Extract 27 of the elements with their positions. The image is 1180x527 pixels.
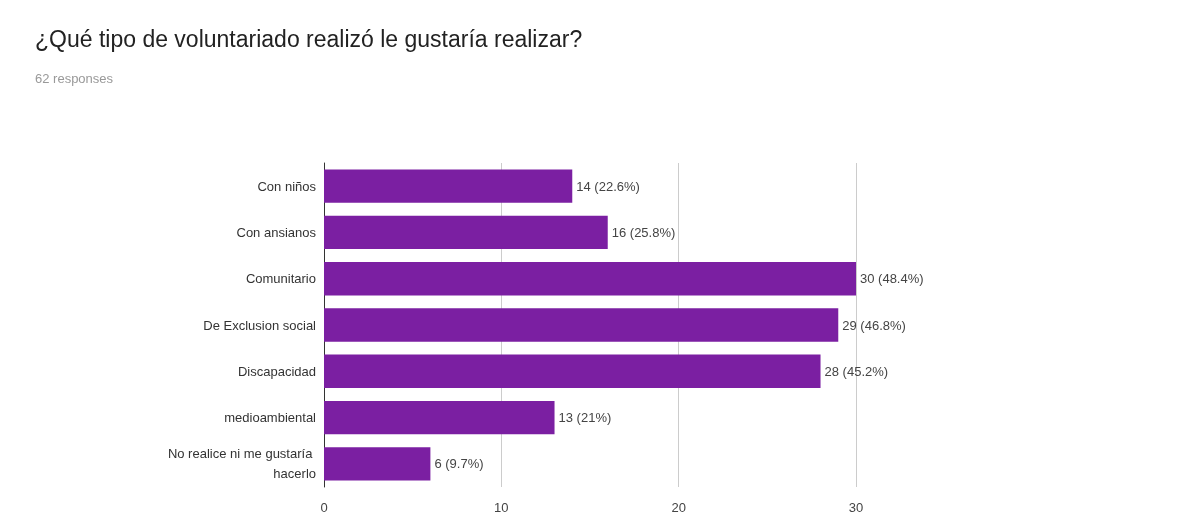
data-label: 30 (48.4%) [860,271,924,287]
data-label: 16 (25.8%) [611,224,676,240]
x-tick-label: 20 [671,500,686,515]
y-tick-label: Comunitario [245,271,316,287]
data-label: 13 (21%) [558,410,612,426]
data-label: 28 (45.2%) [824,363,889,379]
x-tick-label: 10 [494,500,509,515]
data-label: 6 (9.7%) [434,456,484,472]
bar [324,308,839,342]
y-tick-label: Con niños [257,178,317,194]
bar [324,354,821,388]
y-tick-label: Con ansianos [236,224,317,240]
y-tick-label: No realice ni me gustaría hacerlo [167,446,316,482]
y-tick-label: medioambiental [224,410,317,426]
text: 62 responses [35,71,114,86]
y-tick-label: De Exclusion social [203,317,317,333]
data-label: 29 (46.8%) [842,317,906,333]
bar [324,400,555,435]
bar [324,169,573,203]
bar [324,447,431,481]
bar [324,215,608,250]
data-label: 14 (22.6%) [576,178,640,194]
y-tick-label: Discapacidad [237,363,316,379]
x-tick-label: 30 [848,500,864,515]
chart-title: ¿Qué tipo de voluntariado realizó le gustaría realizar? [35,25,583,52]
x-tick-label: 0 [320,500,328,515]
bar [324,262,856,296]
